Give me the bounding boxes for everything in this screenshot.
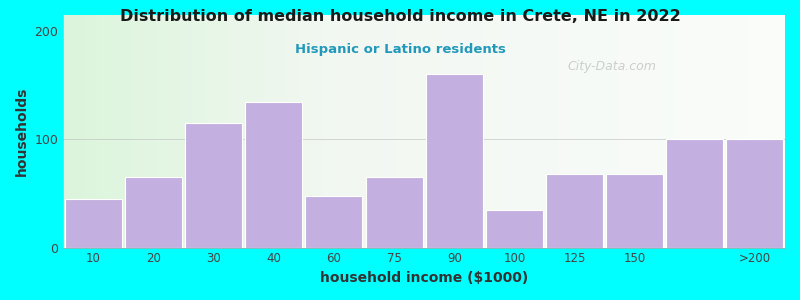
Text: City-Data.com: City-Data.com <box>567 60 656 73</box>
Bar <box>366 177 422 247</box>
Text: Distribution of median household income in Crete, NE in 2022: Distribution of median household income … <box>120 9 680 24</box>
Bar <box>125 177 182 247</box>
Bar <box>246 101 302 247</box>
Bar <box>426 74 482 248</box>
Bar <box>185 123 242 248</box>
Bar <box>546 174 603 248</box>
Text: Hispanic or Latino residents: Hispanic or Latino residents <box>294 44 506 56</box>
Bar <box>666 140 723 248</box>
X-axis label: household income ($1000): household income ($1000) <box>320 271 528 285</box>
Bar <box>65 199 122 248</box>
Bar <box>606 174 663 248</box>
Bar <box>306 196 362 247</box>
Bar <box>726 140 783 248</box>
Bar <box>486 210 543 248</box>
Y-axis label: households: households <box>15 87 29 176</box>
